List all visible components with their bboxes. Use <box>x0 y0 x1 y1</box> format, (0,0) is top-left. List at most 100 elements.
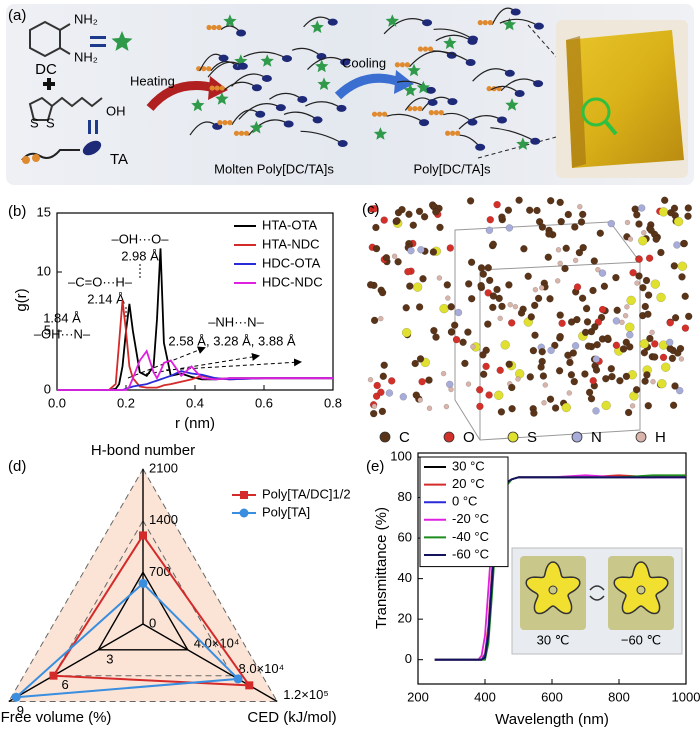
atom <box>399 393 408 401</box>
star <box>385 14 399 27</box>
atom <box>592 355 600 363</box>
atom <box>479 270 488 278</box>
bead <box>486 86 492 92</box>
atom <box>500 340 510 350</box>
atom <box>505 360 513 368</box>
atom <box>454 308 463 317</box>
radar-tick-label: 0 <box>149 615 156 630</box>
atom <box>555 367 564 375</box>
head <box>465 58 476 66</box>
atom <box>644 401 653 410</box>
atom <box>505 281 513 289</box>
radar-axis-label: H-bond number <box>91 442 195 459</box>
atom <box>642 276 651 285</box>
legend-swatch <box>379 431 391 443</box>
magnifier-handle <box>604 120 618 136</box>
atom <box>608 372 616 381</box>
head <box>236 29 247 37</box>
atom <box>641 302 650 311</box>
legend-label: -20 °C <box>452 511 489 526</box>
atom <box>677 261 688 271</box>
head <box>510 8 521 16</box>
atom <box>657 248 665 257</box>
bead <box>214 85 220 91</box>
atom <box>613 306 621 315</box>
atom <box>622 312 629 319</box>
atom <box>482 362 490 371</box>
head <box>530 137 541 145</box>
atom <box>505 224 514 232</box>
legend-marker <box>240 491 248 499</box>
head <box>467 35 478 43</box>
atom <box>556 198 564 207</box>
atom <box>594 318 603 326</box>
atom <box>412 391 421 399</box>
atom <box>639 339 650 349</box>
atom <box>378 407 387 416</box>
head <box>218 54 229 62</box>
bead <box>217 120 223 126</box>
cooling-arrow <box>334 73 402 100</box>
flowers <box>525 561 669 615</box>
atom <box>425 376 433 384</box>
radar-point <box>11 692 21 702</box>
star <box>260 54 274 67</box>
legend-label: HDC-NDC <box>262 274 323 289</box>
atom <box>596 229 605 237</box>
atom <box>582 304 591 313</box>
atom <box>371 403 378 410</box>
atom <box>430 326 438 335</box>
panel-label: (c) <box>362 201 380 218</box>
atom <box>459 338 467 347</box>
atom <box>659 353 668 362</box>
legend-swatch <box>507 431 519 443</box>
atom <box>577 203 583 210</box>
atom <box>656 292 666 303</box>
atom <box>445 380 454 389</box>
dithiolane <box>28 96 54 121</box>
x-tick-label: 0.0 <box>48 395 66 410</box>
star <box>215 92 229 105</box>
atom <box>493 285 501 294</box>
atom <box>372 244 381 253</box>
y-tick-label: 60 <box>398 530 412 545</box>
atom <box>515 376 521 382</box>
atom <box>616 376 624 385</box>
atom <box>575 248 584 257</box>
atom <box>541 400 547 406</box>
x-axis-label: r (nm) <box>175 415 215 432</box>
bead <box>487 20 493 26</box>
radar-series <box>13 582 241 699</box>
legend-swatch <box>571 431 583 443</box>
atom <box>380 361 388 369</box>
atom <box>644 291 653 299</box>
head <box>251 84 262 92</box>
atom <box>507 319 516 327</box>
atom <box>367 376 374 383</box>
radar-point <box>245 681 254 690</box>
atom <box>660 362 671 372</box>
radar-axis-label: Free volume (%) <box>1 709 112 726</box>
atom <box>566 358 574 367</box>
atom <box>394 258 402 266</box>
atom <box>633 211 641 219</box>
bead <box>376 111 383 117</box>
atom <box>626 295 636 306</box>
atom <box>670 262 679 270</box>
bead <box>211 24 217 31</box>
head <box>425 86 436 94</box>
annotation: –NH···N– <box>208 314 264 329</box>
atom <box>571 223 579 231</box>
atom <box>546 295 554 303</box>
atom <box>583 318 592 326</box>
atom <box>484 264 493 272</box>
atom <box>393 217 401 225</box>
atom <box>489 292 498 300</box>
atom <box>676 344 685 353</box>
atom <box>485 226 494 235</box>
atom <box>571 342 580 350</box>
atom <box>632 385 641 394</box>
atom <box>581 370 589 378</box>
atom <box>635 255 643 263</box>
bead <box>233 130 240 136</box>
